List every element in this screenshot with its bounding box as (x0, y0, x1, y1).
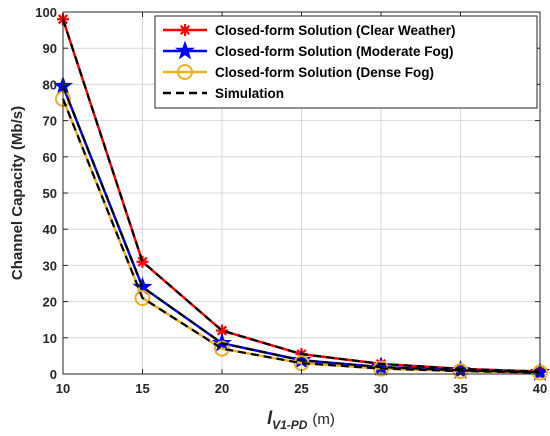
x-tick-label: 30 (374, 381, 388, 396)
x-axis-label-main: l (267, 408, 273, 428)
legend: Closed-form Solution (Clear Weather) Clos… (154, 15, 538, 109)
legend-label: Closed-form Solution (Clear Weather) (215, 23, 456, 38)
x-tick-label: 15 (135, 381, 149, 396)
legend-marker (177, 64, 193, 80)
data-point (134, 289, 151, 306)
legend-label: Simulation (215, 86, 284, 101)
y-tick-label: 10 (43, 331, 57, 346)
legend-entry: Closed-form Solution (Clear Weather) (163, 23, 456, 38)
legend-entry: Simulation (163, 86, 284, 101)
y-tick-label: 30 (43, 258, 57, 273)
y-tick-label: 60 (43, 150, 57, 165)
x-axis-label-unit: (m) (312, 411, 335, 428)
legend-label: Closed-form Solution (Dense Fog) (215, 65, 434, 80)
simulation-line (61, 18, 541, 373)
y-tick-label: 80 (43, 77, 57, 92)
y-tick-label: 100 (35, 5, 57, 20)
data-point (136, 255, 149, 268)
data-point (214, 340, 230, 357)
y-tick-label: 50 (43, 186, 57, 201)
legend-entry: Closed-form Solution (Dense Fog) (163, 64, 434, 80)
x-tick-label: 20 (215, 381, 229, 396)
legend-marker (174, 40, 196, 60)
y-tick-label: 40 (43, 222, 57, 237)
legend-box (154, 15, 538, 109)
y-tick-label: 90 (43, 41, 57, 56)
x-axis-label: lV1-PD (m) (267, 408, 335, 432)
x-axis-label-sub: V1-PD (272, 418, 308, 432)
x-tick-label: 25 (294, 381, 308, 396)
y-axis-label: Channel Capacity (Mb/s) (9, 106, 26, 280)
y-tick-label: 20 (43, 295, 57, 310)
simulation-line (61, 85, 541, 374)
legend-entry: Closed-form Solution (Moderate Fog) (163, 40, 454, 60)
legend-label: Closed-form Solution (Moderate Fog) (215, 44, 454, 59)
y-tick-label: 70 (43, 114, 57, 129)
x-tick-label: 10 (56, 381, 70, 396)
legend-marker (179, 24, 191, 36)
y-tick-label: 0 (50, 367, 57, 382)
x-tick-label: 35 (453, 381, 467, 396)
x-tick-label: 40 (533, 381, 547, 396)
